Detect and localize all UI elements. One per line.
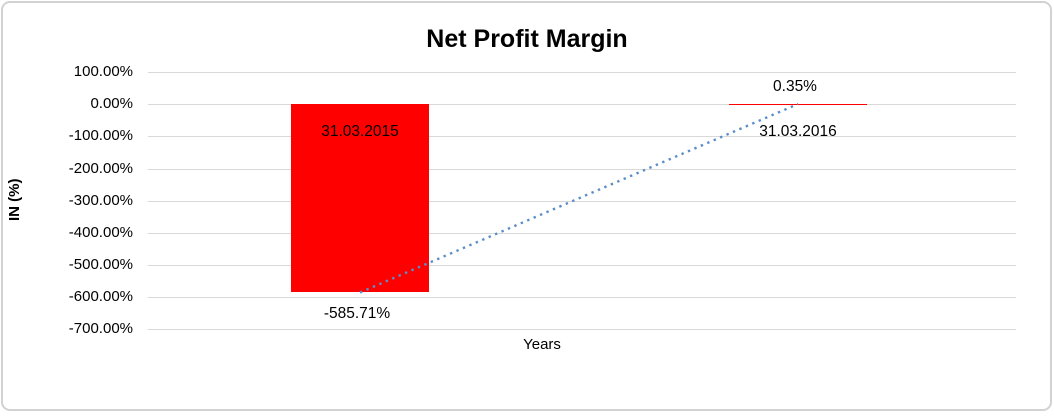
- gridline: [148, 232, 1016, 234]
- y-tick-label: -600.00%: [68, 288, 133, 306]
- y-tick-label: 0.00%: [90, 95, 133, 113]
- y-tick-label: -200.00%: [68, 159, 133, 177]
- y-tick-label: -500.00%: [68, 255, 133, 273]
- gridline: [148, 72, 1016, 73]
- bar-31.03.2015: [291, 104, 429, 293]
- y-tick-label: -700.00%: [68, 320, 133, 338]
- data-label-2015: -585.71%: [323, 305, 391, 322]
- chart-title: Net Profit Margin: [426, 25, 628, 53]
- trend-line: [359, 102, 799, 294]
- y-tick-label: -100.00%: [68, 127, 133, 145]
- y-tick-label: 100.00%: [73, 63, 133, 80]
- category-label-2016: 31.03.2016: [759, 123, 837, 140]
- gridline: [148, 264, 1016, 266]
- y-tick-label: -400.00%: [68, 223, 133, 241]
- x-axis-title: Years: [523, 336, 561, 353]
- gridline: [148, 168, 1016, 170]
- gridline: [148, 200, 1016, 202]
- data-label-2016: 0.35%: [773, 78, 817, 95]
- gridline: [148, 104, 1016, 106]
- category-label-2015: 31.03.2015: [321, 123, 399, 140]
- gridline: [148, 136, 1016, 138]
- y-tick-label: -300.00%: [68, 191, 133, 209]
- gridline: [148, 329, 1016, 331]
- gridline: [148, 297, 1016, 299]
